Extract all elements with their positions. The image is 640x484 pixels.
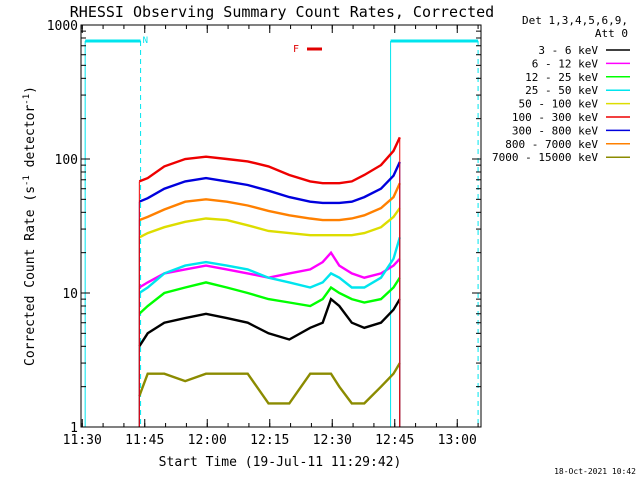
y-axis-label: Corrected Count Rate (s-1 detector-1) bbox=[22, 86, 38, 366]
legend-entry-label: 300 - 800 keV bbox=[512, 124, 598, 137]
series-line bbox=[138, 362, 401, 405]
y-tick-label: 1 bbox=[70, 421, 78, 436]
night-flag-label: N bbox=[143, 36, 148, 46]
legend-attenuator-info: Att 0 bbox=[595, 27, 628, 40]
legend-entry-label: 3 - 6 keV bbox=[538, 44, 598, 57]
chart-title: RHESSI Observing Summary Count Rates, Co… bbox=[70, 3, 494, 21]
series-line bbox=[138, 250, 401, 289]
y-tick-label: 1000 bbox=[47, 19, 78, 34]
x-tick-label: 12:15 bbox=[250, 433, 289, 448]
series-line bbox=[138, 277, 401, 315]
generation-timestamp: 18-Oct-2021 10:42 bbox=[554, 467, 636, 476]
x-tick-label: 12:00 bbox=[188, 433, 227, 448]
legend-entry-label: 6 - 12 keV bbox=[532, 57, 599, 70]
series-line bbox=[138, 136, 401, 185]
x-tick-label: 12:45 bbox=[375, 433, 414, 448]
legend-entry-label: 12 - 25 keV bbox=[525, 71, 598, 84]
y-tick-label: 10 bbox=[62, 287, 78, 302]
x-tick-label: 12:30 bbox=[313, 433, 352, 448]
legend-entry-label: 800 - 7000 keV bbox=[505, 138, 598, 151]
legend-entry-label: 25 - 50 keV bbox=[525, 84, 598, 97]
flare-flag-label: F bbox=[293, 44, 299, 55]
series-line bbox=[138, 237, 401, 295]
legend-entry-label: 50 - 100 keV bbox=[519, 98, 599, 111]
series-line bbox=[138, 297, 401, 347]
plot-frame bbox=[80, 24, 482, 428]
x-axis-label: Start Time (19-Jul-11 11:29:42) bbox=[159, 455, 402, 470]
series-line bbox=[138, 207, 401, 239]
series-line bbox=[138, 182, 401, 222]
y-tick-label: 100 bbox=[55, 153, 78, 168]
series-line bbox=[138, 161, 401, 205]
x-tick-label: 11:30 bbox=[63, 433, 102, 448]
series-100-300-kev bbox=[138, 136, 401, 427]
legend-detector-info: Det 1,3,4,5,6,9, bbox=[522, 14, 628, 27]
x-tick-label: 13:00 bbox=[438, 433, 477, 448]
legend-entry-label: 7000 - 15000 keV bbox=[492, 151, 598, 164]
legend-entry-label: 100 - 300 keV bbox=[512, 111, 598, 124]
x-tick-label: 11:45 bbox=[125, 433, 164, 448]
